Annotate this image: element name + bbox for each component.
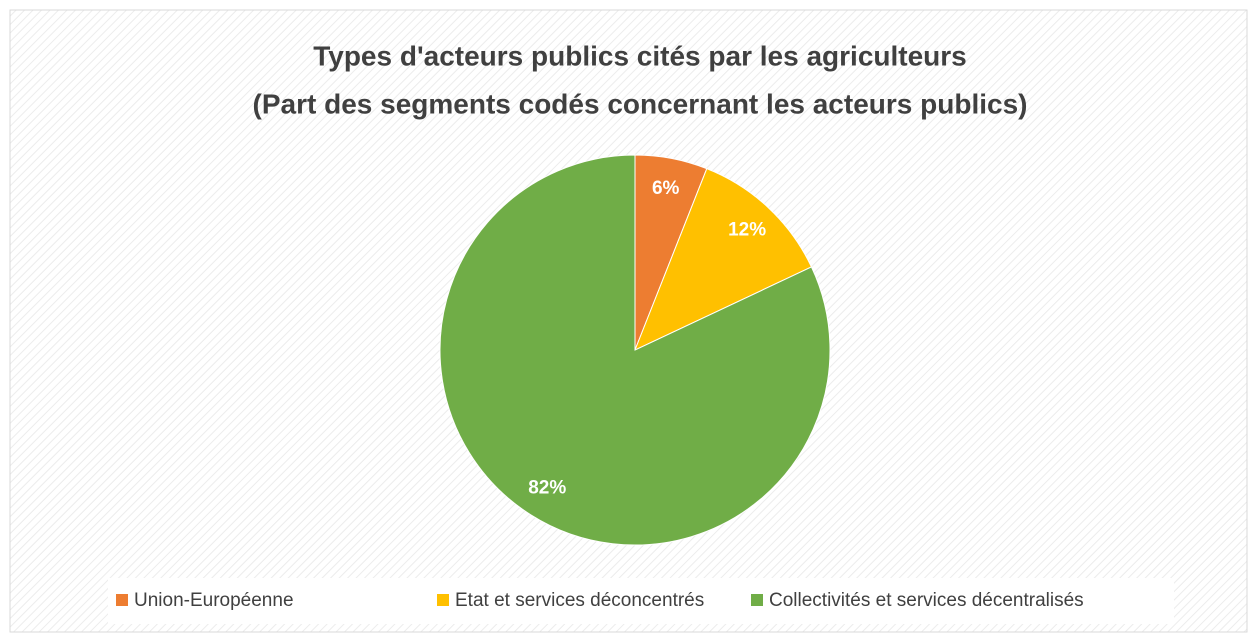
value-label: 12% (728, 220, 766, 241)
pie-slice (634, 168, 813, 351)
legend-label: Union-Européenne (134, 590, 294, 611)
value-label: 6% (652, 178, 680, 199)
chart-title: Types d'acteurs publics cités par les ag… (313, 40, 967, 71)
pie-slice (439, 154, 831, 546)
legend-swatch (751, 594, 763, 606)
legend-swatch (116, 594, 128, 606)
legend-label: Etat et services déconcentrés (455, 590, 704, 611)
legend-label: Collectivités et services décentralisés (769, 590, 1084, 611)
legend-box (108, 578, 1174, 624)
chart-subtitle: (Part des segments codés concernant les … (253, 88, 1028, 119)
legend-swatch (437, 594, 449, 606)
value-label: 82% (528, 477, 566, 498)
